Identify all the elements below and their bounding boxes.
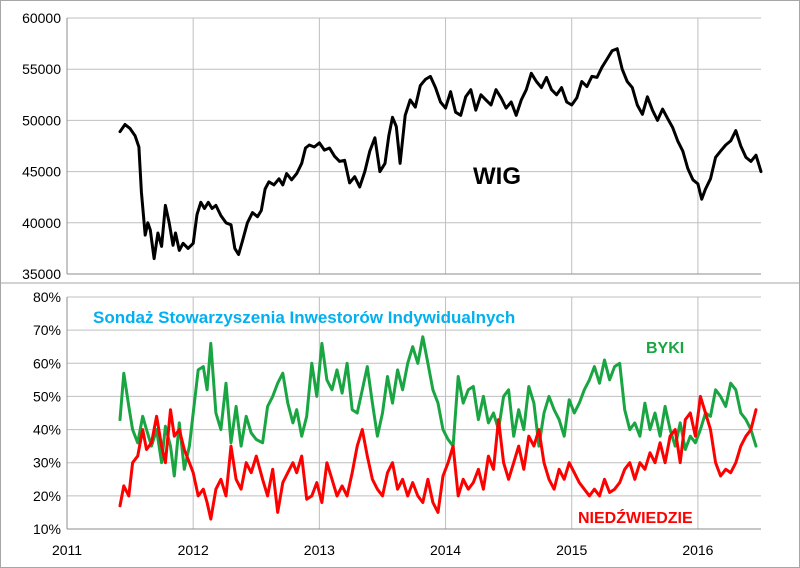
sentiment-y-tick-label: 20% bbox=[33, 488, 61, 504]
sentiment-grid bbox=[66, 296, 761, 530]
sentiment-y-tick-label: 60% bbox=[33, 355, 61, 371]
series-line-niedźwiedzie bbox=[118, 394, 758, 521]
sentiment-panel: Sondaż Stowarzyszenia Inwestorów Indywid… bbox=[33, 289, 761, 558]
wig-y-tick-label: 60000 bbox=[22, 10, 61, 26]
survey-title: Sondaż Stowarzyszenia Inwestorów Indywid… bbox=[93, 308, 515, 327]
sentiment-y-tick-label: 70% bbox=[33, 322, 61, 338]
sentiment-y-tick-label: 80% bbox=[33, 289, 61, 305]
x-tick-label: 2011 bbox=[52, 542, 82, 558]
sentiment-y-tick-label: 50% bbox=[33, 388, 61, 404]
wig-y-tick-label: 55000 bbox=[22, 61, 61, 77]
bears-series-label: NIEDŹWIEDZIE bbox=[578, 508, 693, 527]
x-tick-label: 2014 bbox=[430, 542, 461, 558]
wig-y-tick-label: 35000 bbox=[22, 266, 61, 282]
wig-grid bbox=[66, 17, 761, 275]
sentiment-y-tick-label: 40% bbox=[33, 422, 61, 438]
wig-y-tick-label: 45000 bbox=[22, 164, 61, 180]
sentiment-y-tick-label: 30% bbox=[33, 455, 61, 471]
bulls-series-label: BYKI bbox=[646, 340, 684, 357]
x-tick-label: 2012 bbox=[178, 542, 209, 558]
sentiment-y-tick-label: 10% bbox=[33, 521, 61, 537]
x-tick-label: 2013 bbox=[304, 542, 335, 558]
series-line-wig bbox=[118, 47, 763, 261]
wig-panel: WIG 35000 40000 45000 50000 55000 60000 bbox=[22, 10, 763, 282]
x-tick-label: 2015 bbox=[556, 542, 587, 558]
wig-title: WIG bbox=[473, 163, 521, 190]
series-line-byki bbox=[118, 335, 758, 478]
wig-y-tick-label: 40000 bbox=[22, 215, 61, 231]
wig-y-tick-label: 50000 bbox=[22, 112, 61, 128]
x-tick-label: 2016 bbox=[682, 542, 713, 558]
